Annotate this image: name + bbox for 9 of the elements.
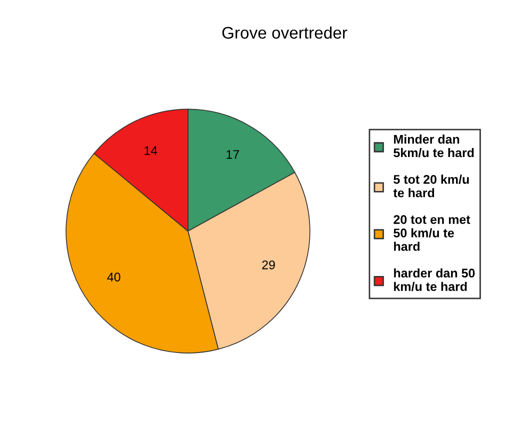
data-label: 17	[226, 150, 239, 159]
chart-title: Grove overtreder	[222, 26, 348, 39]
data-label: 29	[262, 260, 275, 270]
legend-label: harder dan 50 km/u te hard	[394, 268, 475, 292]
data-label: 14	[144, 146, 158, 155]
legend-label: Minder dan 5km/u te hard	[394, 134, 474, 158]
data-label: 40	[107, 272, 120, 282]
legend-label: 5 tot 20 km/u te hard	[393, 174, 469, 198]
legend-label: 20 tot en met 50 km/u te hard	[394, 215, 470, 251]
